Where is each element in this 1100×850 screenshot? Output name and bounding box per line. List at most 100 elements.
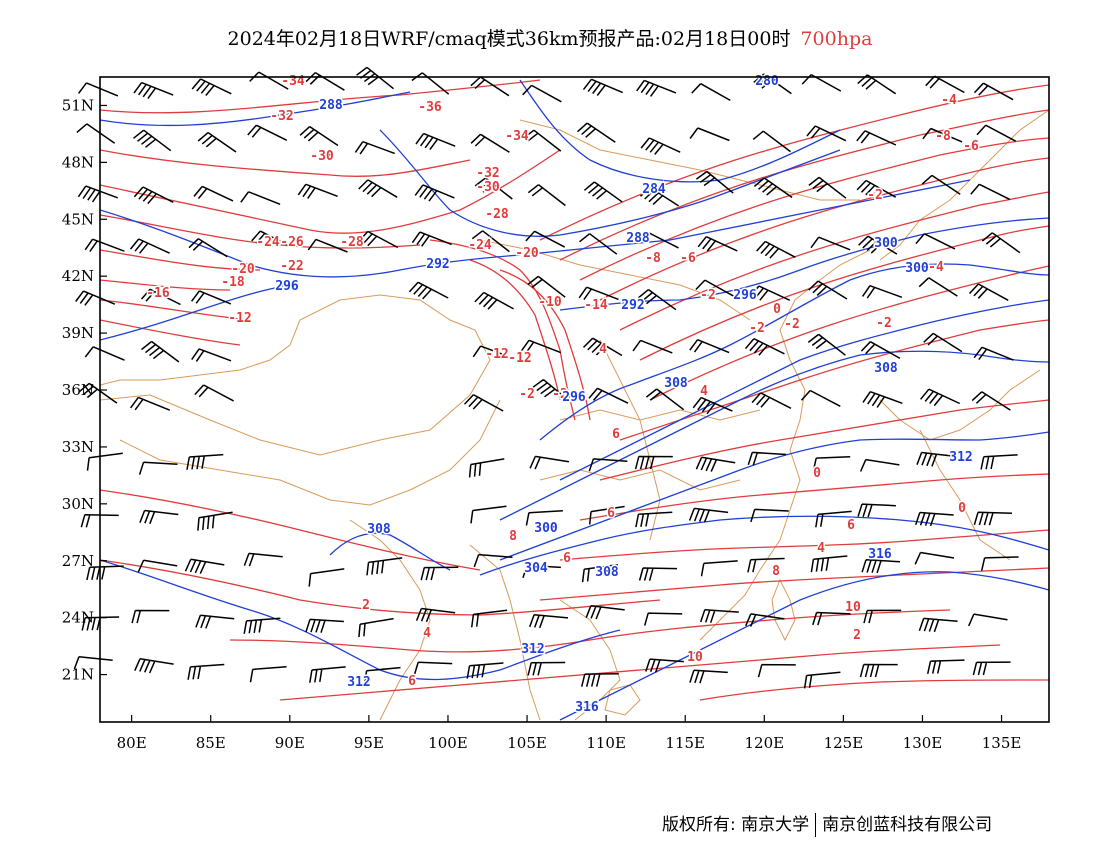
wind-barb [968,283,1009,301]
wind-barb [139,509,179,525]
temperature-label: -12 [228,311,251,326]
wind-barb [856,130,897,146]
wind-barb [578,286,619,301]
temperature-label: -2 [749,321,765,336]
height-label: 316 [575,700,599,715]
wind-barb [632,339,673,354]
wind-barb [858,235,898,255]
wind-barb [918,277,958,297]
temperature-contour [100,249,261,271]
temperature-label: -34 [505,129,529,144]
temperature-label: -14 [584,298,608,313]
wind-barb [525,230,566,248]
y-tick-label: 27N [62,552,94,570]
copyright-footer: 版权所有: 南京大学 南京创蓝科技有限公司 [662,810,992,837]
wind-barb [645,388,685,411]
height-label: 300 [874,236,898,251]
wind-barb [75,290,116,306]
wind-barb [358,179,398,198]
wind-barb [695,170,734,194]
height-label: 296 [275,279,299,294]
y-tick-label: 45N [62,210,94,228]
wind-barb [971,391,1011,411]
temperature-label: 6 [408,674,416,689]
temperature-label: -28 [340,235,364,250]
temperature-label: -2 [519,387,535,402]
wind-barb [525,510,563,526]
wind-barb [859,663,898,678]
wind-barb [78,382,118,404]
wind-barb [691,83,731,102]
footer-right: 南京创蓝科技有限公司 [822,815,993,835]
temperature-label: -2 [784,317,800,332]
wind-barb [751,392,792,409]
temperature-label: -2 [876,316,892,331]
temperature-label: 8 [772,564,780,579]
wind-barb [640,137,681,155]
wind-barb [474,291,514,310]
wind-barb [138,461,178,475]
coastline [879,109,1049,261]
wind-barb [191,290,232,305]
height-label: 292 [426,257,449,272]
height-label: 300 [905,261,929,276]
wind-barb [307,238,348,253]
wind-barb [582,78,623,96]
y-tick-label: 24N [62,609,94,627]
wind-barb [914,511,954,527]
temperature-contour [499,269,591,421]
temperature-contour [599,157,1049,301]
wind-barb [861,284,903,299]
wind-barb [84,238,125,253]
wind-barb [968,613,1008,627]
wind-barb [129,238,170,254]
temperature-label: -24 [256,235,280,250]
wind-barb [463,394,504,412]
province-border [599,339,661,541]
wind-barb [414,184,455,202]
island-hainan [604,684,641,716]
temperature-label: 6 [612,427,620,442]
wind-barb [697,236,738,252]
wind-barb [413,661,453,675]
wind-barb [750,285,791,301]
island-taiwan [771,578,796,642]
temperature-contour [100,214,421,249]
x-tick-label: 125E [824,734,864,752]
height-contour [519,79,841,183]
country-border [479,239,751,321]
wind-barb [140,288,181,306]
height-contour [499,350,1049,521]
temperature-label: 0 [813,466,821,481]
wind-barb [812,456,851,471]
wind-barb [921,174,961,195]
y-tick-label: 21N [62,666,94,684]
wind-barb [973,346,1014,361]
wind-barb [689,669,728,684]
wind-barb [80,513,119,528]
temperature-label: -2 [867,188,883,203]
temperature-contour [100,79,541,114]
wind-barb [588,458,628,472]
temperature-label: -32 [476,166,499,181]
wind-barb [745,613,785,627]
temperature-label: 4 [817,541,825,556]
wind-barb [688,507,729,523]
height-contour [100,209,521,278]
height-contour [100,91,411,127]
x-tick-label: 135E [982,734,1022,752]
wind-barb [803,671,841,689]
temperature-label: 6 [847,518,855,533]
temperature-label: 4 [700,384,708,399]
wind-barb [645,658,684,673]
province-border [559,409,761,421]
temperature-label: 2 [362,598,370,613]
wind-barb [926,659,965,674]
wind-barb [470,76,510,97]
temperature-label: 4 [423,626,431,641]
temperature-contour [559,529,1049,561]
wind-barb [470,133,510,153]
height-contour [539,263,1049,441]
wind-barb [131,609,170,624]
wind-barb [251,230,291,248]
